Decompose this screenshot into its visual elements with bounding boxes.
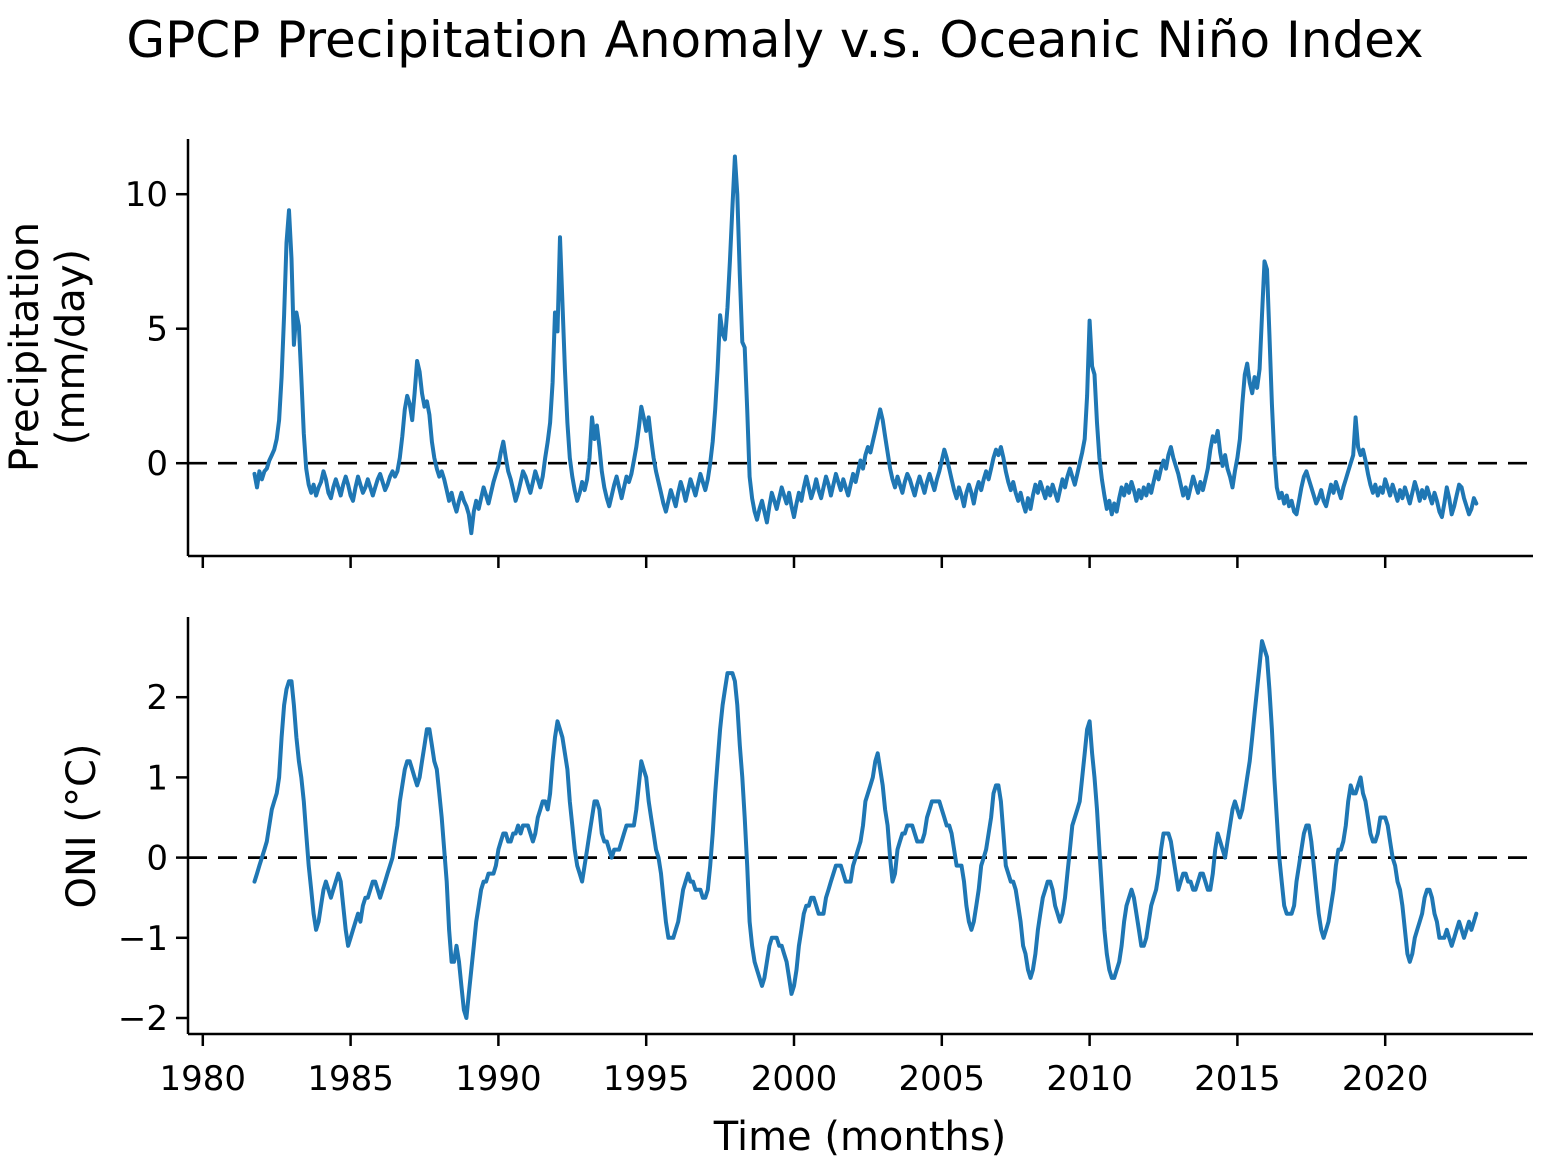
- precip-panel: 0 5 10: [125, 139, 1533, 568]
- x-tick-label: 2010: [1046, 1059, 1133, 1099]
- oni-series-line: [252, 639, 1479, 1020]
- y-tick-label: 2: [146, 678, 168, 718]
- precip-series-line: [252, 154, 1479, 536]
- x-tick-label: 1995: [603, 1059, 690, 1099]
- y-tick-label: 10: [125, 175, 168, 215]
- x-tick-label: 1985: [307, 1059, 394, 1099]
- x-tick-label: 1990: [455, 1059, 542, 1099]
- x-tick-label: 2005: [899, 1059, 986, 1099]
- y-tick-label: 1: [146, 758, 168, 798]
- oni-panel: 1980 1985 1990 1995 2000 2005 2010 2015 2020 2 1 0 −…: [118, 617, 1533, 1099]
- chart-title: GPCP Precipitation Anomaly v.s. Oceanic …: [126, 11, 1423, 69]
- y-tick-label: −2: [118, 999, 168, 1039]
- precip-y-axis-label-line2: (mm/day): [48, 249, 94, 445]
- x-tick-label: 2000: [751, 1059, 838, 1099]
- x-tick-label: 2020: [1342, 1059, 1429, 1099]
- y-tick-label: 0: [146, 839, 168, 879]
- precip-y-axis-label-line1: Precipitation: [2, 222, 48, 472]
- x-tick-label: 1980: [160, 1059, 247, 1099]
- x-axis-label: Time (months): [713, 1114, 1006, 1160]
- x-tick-label: 2015: [1194, 1059, 1281, 1099]
- oni-y-axis-label: ONI (°C): [59, 743, 105, 908]
- y-tick-label: 0: [146, 444, 168, 484]
- y-tick-label: −1: [118, 919, 168, 959]
- y-tick-label: 5: [146, 310, 168, 350]
